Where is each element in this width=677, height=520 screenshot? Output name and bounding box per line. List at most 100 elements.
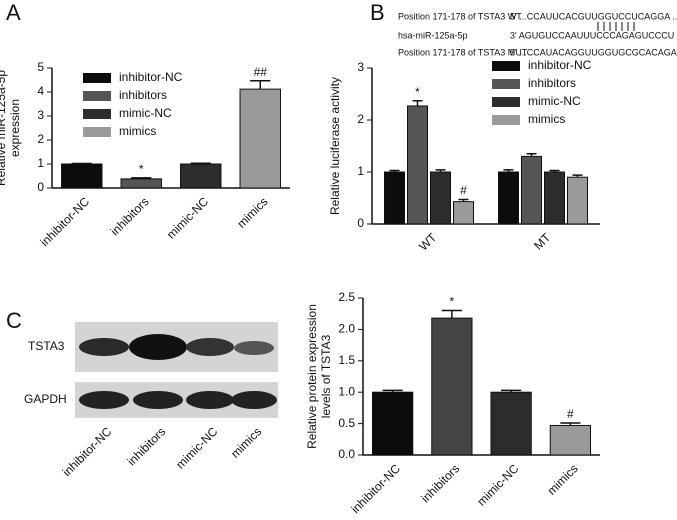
x-tick-label: inhibitor-NC [37, 194, 92, 249]
sequence: 5' ...CCAUUCACGUUGGUCCUCAGGA ...3' [510, 11, 677, 21]
bar [549, 424, 592, 456]
legend-swatch [492, 79, 520, 89]
y-axis-label: Relative protein expression [305, 304, 319, 449]
error-bar [560, 422, 581, 426]
y-tick-label: 1.0 [338, 384, 355, 398]
y-tick-label: 3 [357, 60, 364, 74]
western-blot: TSTA3 GAPDH inhibitor-NC inhibitors mimi… [24, 322, 278, 479]
sequence: 5' ...CCAUACAGGUUGGUGCGCACAGA ...3' [510, 47, 677, 57]
legend-label: inhibitors [119, 88, 167, 102]
bar [453, 201, 474, 225]
panel-label: A [6, 0, 21, 25]
x-tick-label: mimic-NC [164, 194, 211, 241]
legend-label: inhibitor-NC [528, 58, 592, 72]
error-bar [458, 198, 469, 202]
error-bar [549, 169, 560, 172]
bar [407, 105, 428, 225]
bar [120, 178, 162, 189]
band [79, 391, 129, 409]
y-tick-label: 4 [37, 84, 44, 98]
y-tick-label: 0.5 [338, 416, 355, 430]
blot-row-label: TSTA3 [28, 339, 65, 353]
bar [239, 88, 281, 189]
error-bar [526, 153, 537, 157]
y-tick-label: 2.5 [338, 290, 355, 304]
legend-swatch [83, 91, 111, 101]
error-bar [131, 177, 152, 179]
significance-marker: # [567, 407, 574, 421]
x-tick-label: MT [531, 230, 554, 253]
x-tick-label: inhibitors [418, 461, 462, 505]
x-tick-label: inhibitors [108, 194, 152, 238]
legend-swatch [83, 127, 111, 137]
y-axis-label: Relative miR-125a-5p [0, 70, 8, 186]
error-bar [501, 389, 522, 393]
error-bar [250, 79, 271, 90]
lane-label: mimics [228, 424, 264, 460]
bar [544, 171, 565, 225]
x-tick-label: mimics [544, 461, 580, 497]
band [231, 391, 277, 409]
bar [521, 155, 542, 225]
panel-label: B [370, 0, 385, 25]
y-tick-label: 0 [37, 180, 44, 194]
x-tick-label: WT [416, 230, 440, 254]
band [79, 338, 129, 356]
y-axis-label: expression [8, 99, 22, 157]
bar [567, 176, 588, 225]
error-bar [441, 309, 462, 319]
legend-label: inhibitors [528, 76, 576, 90]
x-tick-label: inhibitor-NC [348, 461, 403, 516]
y-tick-label: 1.5 [338, 353, 355, 367]
y-axis-label: levels of TSTA3 [319, 334, 333, 418]
band [186, 338, 234, 356]
significance-marker: ## [254, 65, 268, 79]
error-bar [190, 162, 211, 165]
y-axis-label: Relative luciferase activity [328, 77, 342, 215]
bar [180, 163, 222, 189]
legend-label: mimic-NC [119, 106, 172, 120]
y-tick-label: 2 [37, 132, 44, 146]
band [133, 391, 183, 409]
significance-marker: # [460, 184, 467, 198]
bar [371, 391, 414, 456]
sequence-label: Position 171-178 of TSTA3 WT [398, 11, 522, 21]
significance-marker: * [139, 162, 144, 176]
y-tick-label: 0.0 [338, 447, 355, 461]
error-bar [503, 169, 514, 172]
legend-label: mimic-NC [528, 94, 581, 108]
legend-swatch [492, 115, 520, 125]
bar [431, 317, 473, 456]
bar [61, 163, 103, 189]
legend-swatch [83, 73, 111, 83]
panel-label: C [6, 308, 22, 333]
band [234, 341, 274, 355]
y-tick-label: 0 [357, 216, 364, 230]
band [129, 334, 187, 360]
error-bar [412, 100, 423, 106]
legend-label: inhibitor-NC [119, 70, 183, 84]
legend-swatch [83, 109, 111, 119]
bar [430, 171, 451, 225]
sequence: 3' AGUGUCCAAUUUCCCAGAGUCCCU ...5' [510, 30, 677, 40]
legend-swatch [492, 97, 520, 107]
lane-label: inhibitor-NC [60, 424, 115, 479]
error-bar [382, 389, 403, 393]
y-tick-label: 3 [37, 108, 44, 122]
y-tick-label: 2 [357, 112, 364, 126]
legend-label: mimics [119, 124, 156, 138]
legend-label: mimics [528, 112, 565, 126]
lane-label: mimic-NC [173, 424, 220, 471]
y-tick-label: 1 [37, 156, 44, 170]
error-bar [435, 169, 446, 172]
significance-marker: * [415, 85, 420, 99]
lane-label: inhibitors [125, 424, 169, 468]
y-tick-label: 5 [37, 60, 44, 74]
bar [498, 171, 519, 225]
error-bar [389, 169, 400, 172]
pairing-lines [597, 22, 635, 31]
bar [490, 391, 532, 456]
x-tick-label: mimic-NC [474, 461, 521, 508]
legend-swatch [492, 61, 520, 71]
